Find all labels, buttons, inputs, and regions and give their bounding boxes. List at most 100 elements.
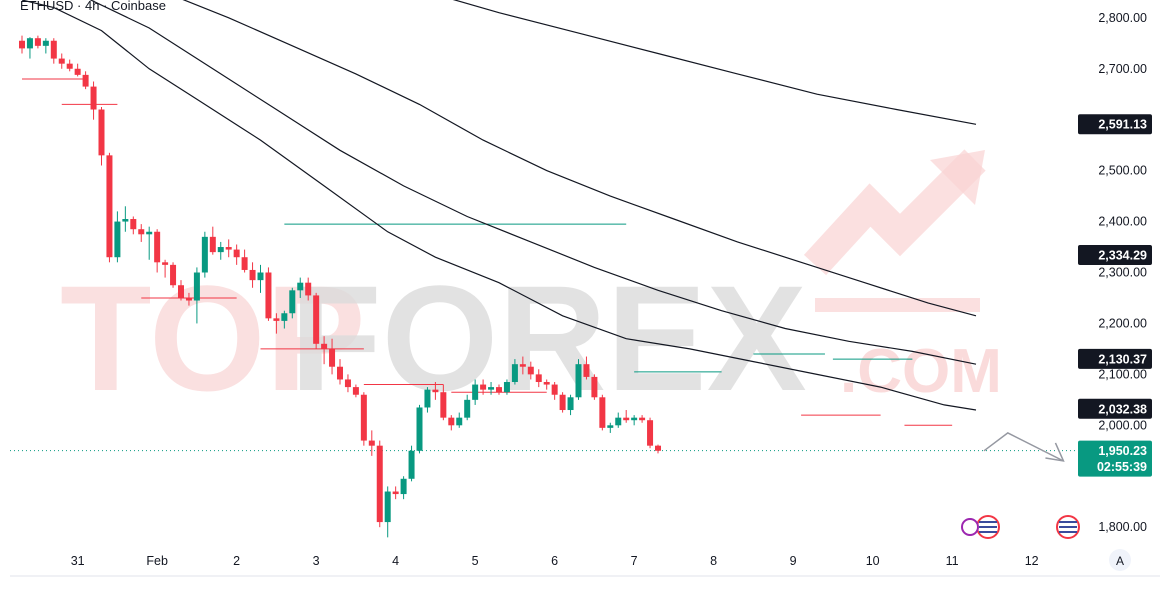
candle-body: [551, 384, 558, 395]
candle-body: [456, 417, 463, 426]
candle-body: [122, 219, 129, 222]
candle-down: [305, 277, 312, 301]
candle-down: [368, 430, 375, 456]
x-tick-label: 10: [866, 554, 880, 568]
candle-body: [329, 348, 336, 367]
candle-body: [106, 155, 113, 258]
candle-body: [448, 417, 455, 426]
candle-body: [257, 272, 264, 281]
candle-down: [225, 239, 232, 258]
candle-body: [368, 440, 375, 446]
candle-down: [599, 394, 606, 431]
candle-down: [329, 338, 336, 375]
candle-up: [456, 412, 463, 428]
candle-body: [146, 231, 153, 235]
candle-body: [42, 40, 49, 46]
candle-up: [511, 359, 518, 385]
candle-down: [34, 35, 41, 49]
y-tick-label: 2,700.00: [1098, 62, 1147, 76]
y-tick-label: 1,800.00: [1098, 520, 1147, 534]
earnings-event-icon[interactable]: [961, 518, 979, 536]
candle-body: [26, 38, 33, 49]
x-tick-label: 7: [631, 554, 638, 568]
candle-body: [178, 285, 184, 298]
y-tick-label: 2,500.00: [1098, 164, 1147, 178]
candle-down: [162, 259, 169, 278]
price-axis[interactable]: 2,800.00 2,700.00 2,500.00 2,400.00 2,300.00…: [1098, 11, 1147, 534]
auto-scale-button[interactable]: [1109, 549, 1131, 571]
candle-up: [488, 382, 495, 395]
candle-body: [503, 382, 510, 393]
last-price-tag: [1078, 440, 1152, 477]
candle-body: [241, 257, 248, 270]
candle-down: [19, 35, 25, 54]
candle-body: [209, 236, 216, 253]
candle-down: [209, 226, 216, 255]
projection-path: [983, 432, 1064, 462]
x-tick-label: 2: [233, 554, 240, 568]
candle-body: [360, 394, 367, 441]
candle-up: [567, 394, 574, 416]
candle-up: [607, 422, 614, 433]
candle-body: [384, 491, 391, 523]
candle-up: [384, 486, 391, 538]
auto-scale-label[interactable]: A: [1116, 554, 1124, 568]
candle-up: [257, 264, 264, 293]
price-tag-label: 2,591.13: [1098, 118, 1147, 132]
economic-event-flag: [1059, 521, 1077, 533]
candle-down: [82, 71, 89, 90]
candle-down: [480, 379, 487, 395]
candle-up: [42, 38, 49, 54]
candle-body: [615, 417, 622, 426]
candle-body: [424, 389, 431, 408]
candle-down: [58, 53, 65, 69]
price-tag: [1078, 398, 1152, 419]
economic-event-flag: [979, 521, 997, 533]
projection-arrowhead-icon: [1045, 442, 1065, 462]
candle-down: [233, 244, 240, 265]
candle-body: [66, 63, 73, 69]
candle-body: [233, 249, 240, 258]
x-tick-label: 31: [71, 554, 85, 568]
candle-up: [122, 206, 129, 232]
candle-down: [527, 361, 534, 380]
candle-down: [106, 152, 113, 263]
candle-down: [66, 59, 73, 72]
candle-up: [472, 379, 479, 405]
candle-down: [138, 224, 145, 242]
candle-body: [511, 364, 518, 383]
candle-up: [631, 415, 638, 426]
candle-up: [114, 211, 121, 263]
candle-body: [50, 40, 57, 59]
candle-body: [249, 269, 256, 281]
price-tag: [1078, 245, 1152, 266]
x-tick-label: 4: [392, 554, 399, 568]
candle-down: [559, 392, 566, 413]
y-tick-label: 2,000.00: [1098, 418, 1147, 432]
candle-up: [503, 379, 510, 395]
candle-down: [178, 280, 184, 301]
x-tick-label: 5: [472, 554, 479, 568]
candle-down: [130, 216, 137, 235]
candle-up: [575, 359, 582, 400]
x-tick-label: 6: [551, 554, 558, 568]
watermark-underline: [815, 298, 980, 312]
candle-down: [448, 415, 455, 431]
candle-down: [313, 292, 320, 349]
candle-up: [297, 277, 304, 298]
candle-up: [26, 37, 33, 59]
candle-up: [408, 445, 415, 482]
candle-body: [480, 384, 487, 390]
candle-down: [249, 262, 256, 288]
candle-body: [114, 221, 121, 258]
candle-body: [472, 384, 479, 400]
candle-down: [535, 369, 542, 388]
candle-body: [631, 417, 638, 421]
price-tag: [1078, 348, 1152, 369]
time-axis[interactable]: 31 Feb 2 3 4 5 6 7 8 9 10 11 12: [10, 554, 1160, 577]
candle-body: [432, 389, 439, 393]
x-tick-label: 3: [313, 554, 320, 568]
candle-down: [432, 382, 439, 400]
